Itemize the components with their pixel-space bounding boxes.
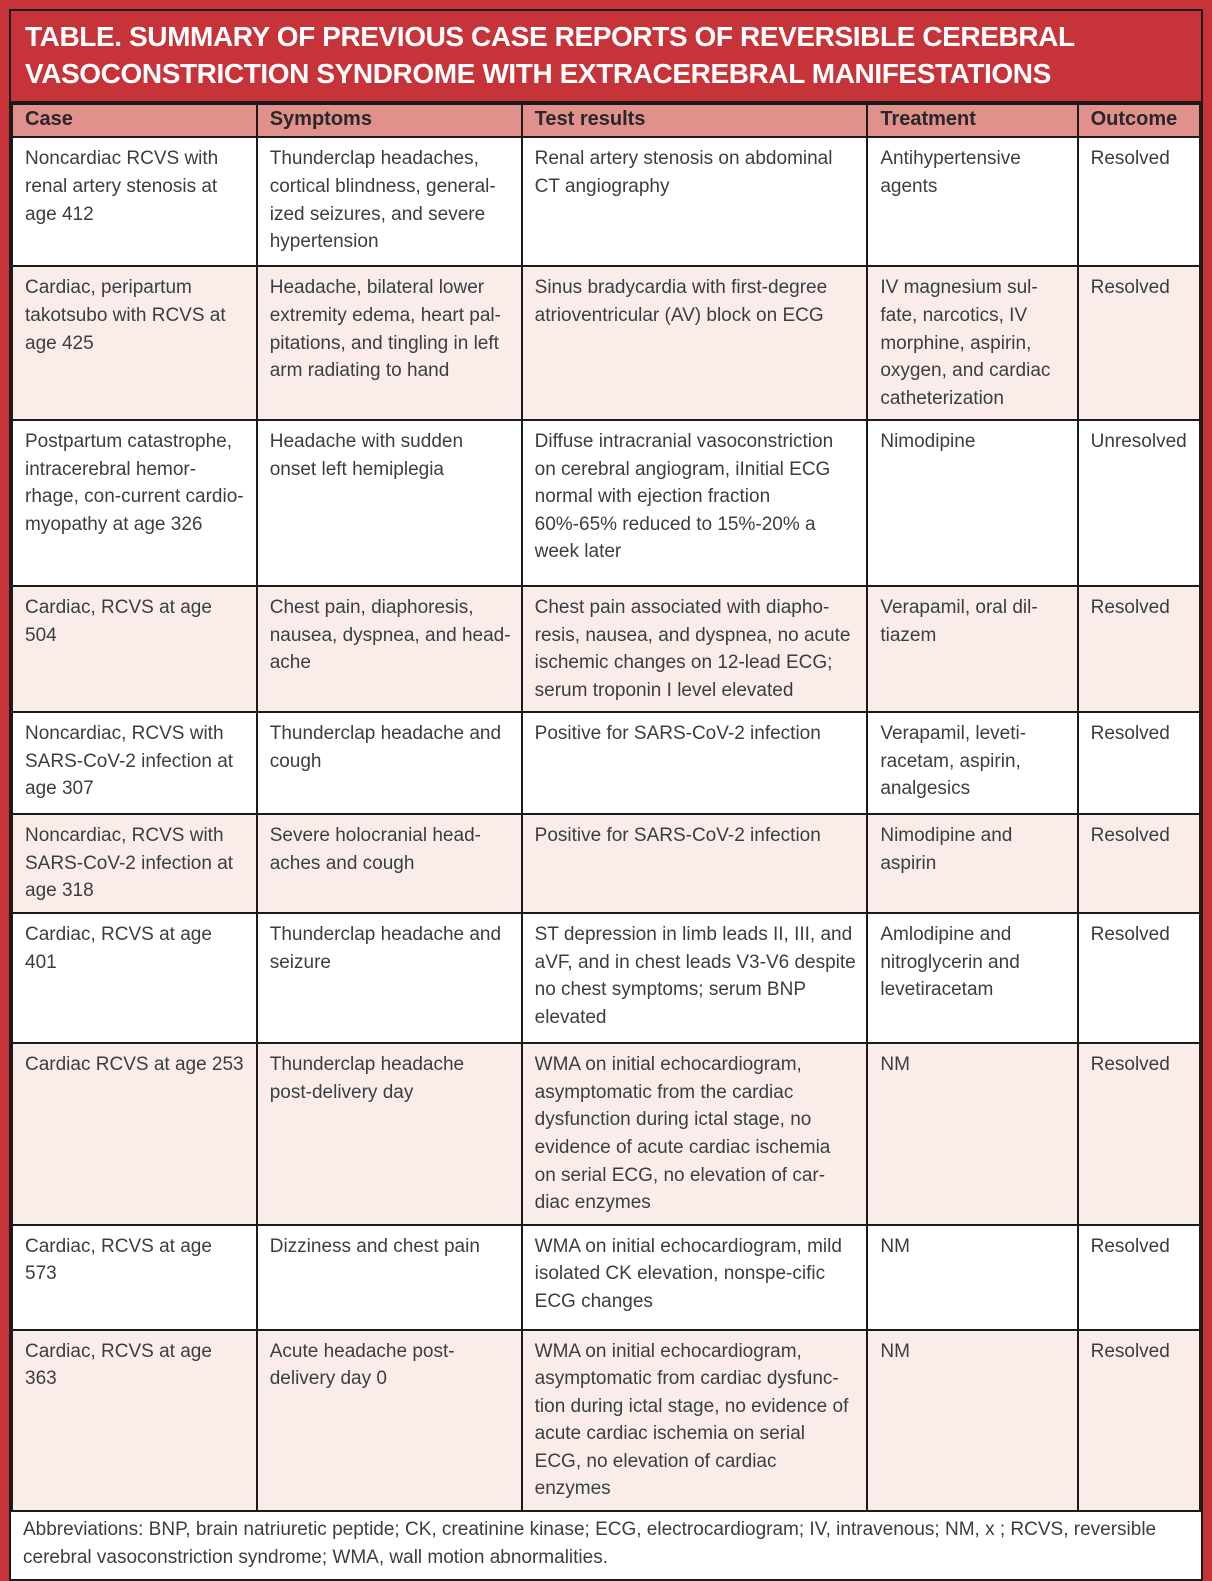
table-cell: Dizziness and chest pain xyxy=(255,1223,523,1331)
table-cell: Resolved xyxy=(1076,265,1202,422)
table-cell: Diffuse intracranial vasoconstriction on… xyxy=(520,419,869,588)
table-body: Noncardiac RCVS with renal artery stenos… xyxy=(11,136,1202,1512)
table-cell: Cardiac, peripartum takotsubo with RCVS … xyxy=(11,265,258,422)
table-cell: IV magnesium sul-fate, narcotics, IV mor… xyxy=(866,265,1079,422)
table-cell: Resolved xyxy=(1076,711,1202,816)
column-header: Treatment xyxy=(866,103,1079,139)
table-cell: WMA on initial echocardiogram, mild isol… xyxy=(520,1223,869,1331)
header-row: Case Symptoms Test results Treatment Outcome xyxy=(11,103,1202,139)
table-row: Postpartum catastrophe, intracerebral he… xyxy=(11,419,1202,588)
column-header: Test results xyxy=(520,103,869,139)
table-cell: Nimodipine and aspirin xyxy=(866,813,1079,915)
table-cell: Positive for SARS-CoV-2 infection xyxy=(520,813,869,915)
table-row: Cardiac, RCVS at age 573 Dizziness and ch… xyxy=(11,1223,1202,1331)
table-row: Cardiac RCVS at age 253 Thunderclap heada… xyxy=(11,1042,1202,1226)
table-cell: Verapamil, leveti-racetam, aspirin, anal… xyxy=(866,711,1079,816)
table-cell: Amlodipine and nitroglycerin and levetir… xyxy=(866,912,1079,1045)
table-cell: Cardiac RCVS at age 253 xyxy=(11,1042,258,1226)
table-cell: Noncardiac, RCVS with SARS-CoV-2 infecti… xyxy=(11,711,258,816)
table-cell: Postpartum catastrophe, intracerebral he… xyxy=(11,419,258,588)
table-cell: Resolved xyxy=(1076,912,1202,1045)
table-row: Noncardiac RCVS with renal artery stenos… xyxy=(11,136,1202,268)
table-cell: Sinus bradycardia with first-degree atri… xyxy=(520,265,869,422)
table-cell: Nimodipine xyxy=(866,419,1079,588)
table-cell: Headache, bilateral lower extremity edem… xyxy=(255,265,523,422)
table-cell: Thunderclap headache post-delivery day xyxy=(255,1042,523,1226)
table-cell: Resolved xyxy=(1076,1223,1202,1331)
table-cell: Resolved xyxy=(1076,1042,1202,1226)
table-title: TABLE. SUMMARY OF PREVIOUS CASE REPORTS … xyxy=(11,11,1201,104)
table-panel: TABLE. SUMMARY OF PREVIOUS CASE REPORTS … xyxy=(9,9,1203,1581)
table-cell: Cardiac, RCVS at age 363 xyxy=(11,1328,258,1512)
table-cell: Verapamil, oral dil-tiazem xyxy=(866,585,1079,714)
table-cell: Chest pain associated with diapho-resis,… xyxy=(520,585,869,714)
table-cell: Resolved xyxy=(1076,813,1202,915)
table-row: Noncardiac, RCVS with SARS-CoV-2 infecti… xyxy=(11,711,1202,816)
column-header: Symptoms xyxy=(255,103,523,139)
case-reports-table: Case Symptoms Test results Treatment Outcome… xyxy=(11,103,1202,1512)
table-cell: Cardiac, RCVS at age 573 xyxy=(11,1223,258,1331)
column-header: Outcome xyxy=(1076,103,1202,139)
table-cell: Noncardiac, RCVS with SARS-CoV-2 infecti… xyxy=(11,813,258,915)
table-cell: NM xyxy=(866,1042,1079,1226)
table-cell: Resolved xyxy=(1076,136,1202,268)
table-cell: Resolved xyxy=(1076,1328,1202,1512)
table-cell: Noncardiac RCVS with renal artery stenos… xyxy=(11,136,258,268)
table-cell: Thunderclap headaches, cortical blindnes… xyxy=(255,136,523,268)
table-cell: ST depression in limb leads II, III, and… xyxy=(520,912,869,1045)
table-row: Cardiac, RCVS at age 363 Acute headache p… xyxy=(11,1328,1202,1512)
table-row: Cardiac, RCVS at age 504 Chest pain, diap… xyxy=(11,585,1202,714)
table-cell: Chest pain, diaphoresis, nausea, dyspnea… xyxy=(255,585,523,714)
table-cell: Unresolved xyxy=(1076,419,1202,588)
table-cell: Cardiac, RCVS at age 504 xyxy=(11,585,258,714)
table-cell: Antihypertensive agents xyxy=(866,136,1079,268)
table-cell: Severe holocranial head-aches and cough xyxy=(255,813,523,915)
table-row: Cardiac, peripartum takotsubo with RCVS … xyxy=(11,265,1202,422)
table-cell: Renal artery stenosis on abdominal CT an… xyxy=(520,136,869,268)
column-header: Case xyxy=(11,103,258,139)
table-cell: WMA on initial echocardiogram, asymptoma… xyxy=(520,1042,869,1226)
table-cell: WMA on initial echocardiogram, asymptoma… xyxy=(520,1328,869,1512)
table-cell: Acute headache post-delivery day 0 xyxy=(255,1328,523,1512)
table-cell: Resolved xyxy=(1076,585,1202,714)
table-cell: Positive for SARS-CoV-2 infection xyxy=(520,711,869,816)
table-row: Cardiac, RCVS at age 401 Thunderclap head… xyxy=(11,912,1202,1045)
table-cell: Cardiac, RCVS at age 401 xyxy=(11,912,258,1045)
table-cell: Thunderclap headache and cough xyxy=(255,711,523,816)
table-cell: Headache with sudden onset left hemipleg… xyxy=(255,419,523,588)
table-cell: NM xyxy=(866,1223,1079,1331)
table-cell: Thunderclap headache and seizure xyxy=(255,912,523,1045)
table-cell: NM xyxy=(866,1328,1079,1512)
table-row: Noncardiac, RCVS with SARS-CoV-2 infecti… xyxy=(11,813,1202,915)
abbreviations-footnote: Abbreviations: BNP, brain natriuretic pe… xyxy=(11,1511,1201,1580)
